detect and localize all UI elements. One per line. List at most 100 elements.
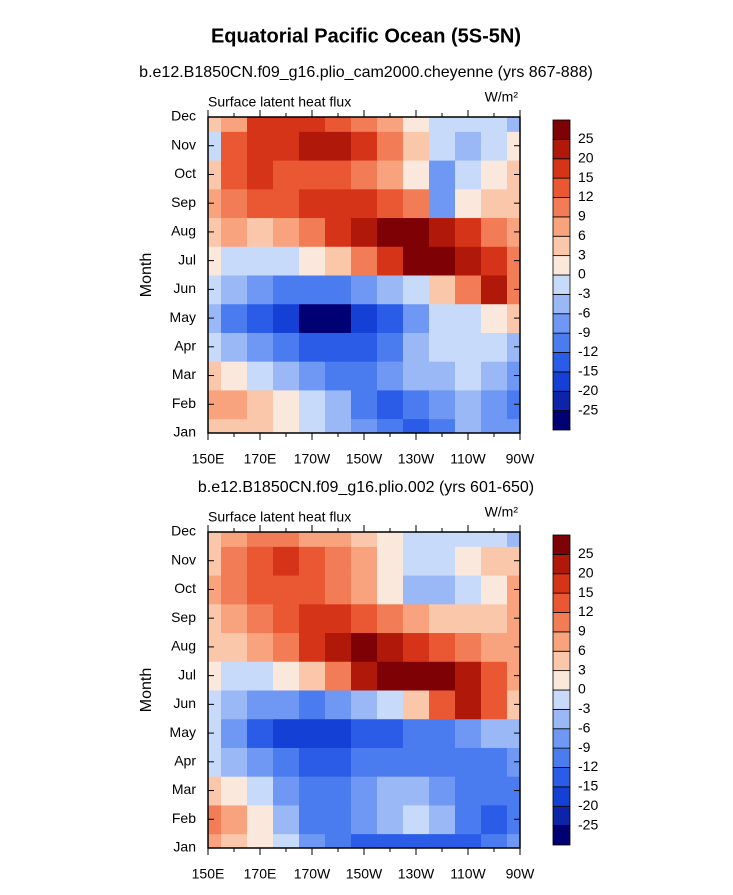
heat-cell [481, 690, 508, 720]
y-tick-label: Sep [171, 609, 196, 625]
y-axis-label: Month [138, 253, 155, 297]
heat-cell [221, 661, 248, 691]
heat-cell [455, 776, 482, 806]
heat-cell [481, 747, 508, 777]
heat-cell [273, 632, 300, 662]
heat-cell [481, 833, 508, 849]
heat-cell [403, 603, 430, 634]
heat-cell [351, 117, 378, 132]
heat-cell [221, 117, 248, 132]
heat-cell [351, 690, 378, 720]
heat-cell [377, 690, 404, 720]
heat-cell [507, 546, 521, 576]
heat-cell [299, 217, 326, 247]
heat-cell [247, 389, 274, 420]
heat-cell [221, 188, 248, 219]
heat-cell [481, 718, 508, 748]
figure-title: Equatorial Pacific Ocean (5S-5N) [211, 25, 521, 47]
heat-cell [325, 776, 352, 806]
heat-cell [208, 603, 222, 634]
heat-cell [351, 833, 378, 849]
heat-cell [481, 603, 508, 634]
heat-cell [455, 332, 482, 362]
y-tick-label: Jul [178, 666, 196, 682]
heat-cell [208, 217, 222, 247]
heat-cell [273, 661, 300, 691]
heat-cell [221, 575, 248, 605]
heat-cell [403, 747, 430, 777]
heat-cell [377, 532, 404, 547]
heat-cell [299, 332, 326, 362]
heat-cell [351, 575, 378, 605]
heat-cell [221, 603, 248, 634]
heat-cell [208, 131, 222, 161]
heat-cell [377, 546, 404, 576]
heat-cell [221, 246, 248, 276]
heat-cell [455, 361, 482, 391]
colorbar-box [552, 689, 571, 710]
heat-cell [273, 747, 300, 777]
heat-cell [429, 776, 456, 806]
heat-cell [403, 361, 430, 391]
heat-cell [273, 303, 300, 333]
heat-cell [429, 131, 456, 161]
heat-cell [507, 575, 521, 605]
heat-cell [208, 361, 222, 391]
heat-cell [429, 546, 456, 576]
heat-cell [507, 389, 521, 420]
heat-cell [299, 546, 326, 576]
heat-cell [507, 661, 521, 691]
colorbar-box [552, 274, 571, 295]
heat-cell [507, 160, 521, 190]
colorbar-label: -3 [578, 285, 591, 301]
colorbar-box [552, 197, 571, 218]
heat-cell [247, 747, 274, 777]
heat-cell [221, 217, 248, 247]
heat-cell [208, 546, 222, 576]
heat-cell [273, 160, 300, 190]
heat-cell [221, 160, 248, 190]
y-tick-label: Jan [173, 839, 196, 855]
heat-cell [208, 532, 222, 547]
heat-cell [429, 833, 456, 849]
heat-cell [247, 661, 274, 691]
colorbar-label: 20 [578, 564, 594, 580]
heat-cell [299, 389, 326, 420]
x-tick-label: 170W [294, 451, 331, 467]
heat-cell [299, 661, 326, 691]
colorbar-label: -9 [578, 324, 591, 340]
heat-cell [481, 804, 508, 835]
heat-cell [273, 833, 300, 849]
y-tick-label: May [170, 309, 196, 325]
heat-cell [429, 389, 456, 420]
heat-cell [455, 718, 482, 748]
heat-cell [325, 661, 352, 691]
heat-cell [377, 632, 404, 662]
heat-cell [455, 303, 482, 333]
heat-cell [351, 131, 378, 161]
heat-cell [403, 275, 430, 305]
heat-cell [455, 804, 482, 835]
heat-cell [481, 418, 508, 434]
heat-cell [325, 833, 352, 849]
y-tick-label: Oct [174, 580, 196, 596]
panel-subtitle: b.e12.B1850CN.f09_g16.plio.002 (yrs 601-… [198, 479, 534, 496]
heat-cell [455, 661, 482, 691]
heat-cell [481, 661, 508, 691]
heat-cell [377, 718, 404, 748]
heat-cell [299, 117, 326, 132]
heat-cell [351, 160, 378, 190]
panel-label: Surface latent heat flux [208, 94, 351, 110]
y-tick-label: Nov [171, 136, 196, 152]
heat-cell [273, 804, 300, 835]
heat-cell [299, 131, 326, 161]
heat-cell [351, 747, 378, 777]
heat-cell [221, 418, 248, 434]
colorbar-box [552, 573, 571, 594]
heat-cell [247, 188, 274, 219]
x-tick-label: 110W [450, 451, 486, 467]
colorbar-label: -12 [578, 758, 598, 774]
heat-cell [455, 747, 482, 777]
y-axis-label: Month [138, 668, 155, 712]
heat-cell [299, 632, 326, 662]
